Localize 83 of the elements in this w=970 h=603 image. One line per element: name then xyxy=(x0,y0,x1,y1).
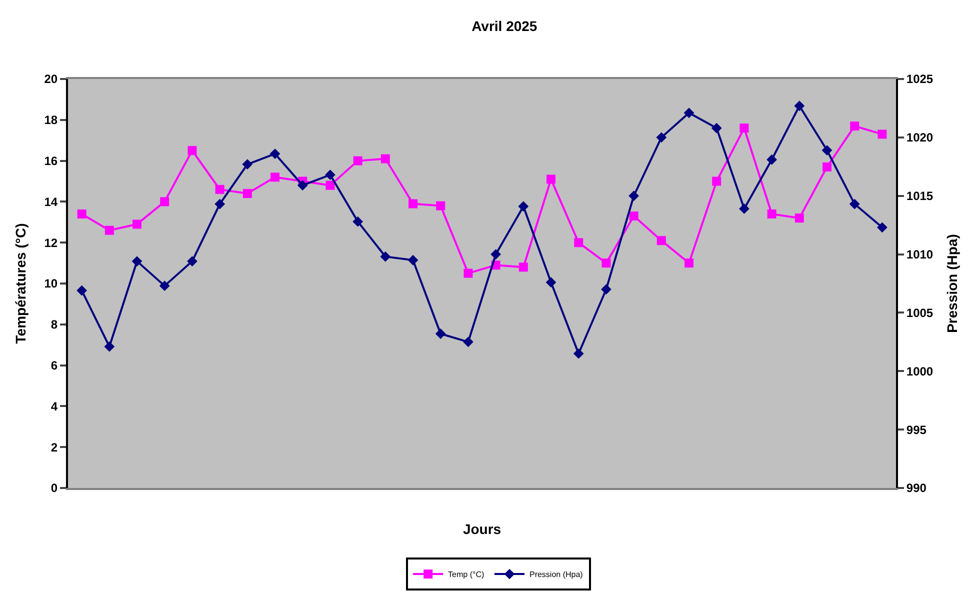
y2-tick-label: 995 xyxy=(906,422,927,437)
point xyxy=(132,256,142,266)
point xyxy=(518,262,528,272)
point xyxy=(270,148,280,159)
point xyxy=(104,226,114,235)
point xyxy=(602,258,611,268)
point xyxy=(215,184,224,194)
point xyxy=(380,154,390,164)
y2-tick-label: 1025 xyxy=(906,72,934,86)
point xyxy=(188,146,197,156)
point xyxy=(326,180,335,190)
point xyxy=(711,122,722,134)
point xyxy=(574,238,584,248)
point xyxy=(546,174,556,184)
point xyxy=(794,214,804,223)
point xyxy=(656,132,667,143)
point xyxy=(877,222,888,233)
y-tick-label: 6 xyxy=(50,358,58,372)
point xyxy=(436,201,446,210)
point xyxy=(518,201,529,212)
point xyxy=(573,348,584,359)
y-tick-label: 10 xyxy=(44,276,58,291)
y2-tick-label: 1005 xyxy=(906,306,934,320)
y2-tick-label: 1015 xyxy=(906,189,934,204)
point xyxy=(464,268,473,278)
point xyxy=(712,176,722,186)
point xyxy=(850,122,860,131)
point xyxy=(242,159,253,170)
y-tick-label: 20 xyxy=(44,72,58,86)
chart-title: Avril 2025 xyxy=(472,18,538,34)
point xyxy=(435,328,446,339)
y-tick-label: 2 xyxy=(50,440,58,454)
point xyxy=(380,251,391,262)
point xyxy=(878,130,887,139)
point xyxy=(629,212,638,221)
point xyxy=(77,209,86,218)
y2-tick-label: 1020 xyxy=(906,130,934,145)
point xyxy=(242,189,252,198)
point xyxy=(656,236,666,246)
y-tick-label: 0 xyxy=(50,481,58,496)
y2-tick-label: 1000 xyxy=(906,364,934,378)
point xyxy=(132,220,142,229)
point xyxy=(160,197,170,206)
x-axis-title: Jours xyxy=(462,520,502,537)
point xyxy=(187,256,198,266)
point xyxy=(104,341,115,352)
point xyxy=(684,108,694,118)
point xyxy=(628,190,639,202)
point xyxy=(270,172,280,182)
point xyxy=(353,156,362,166)
point xyxy=(601,284,612,295)
y2-axis-title: Pression (Hpa) xyxy=(944,234,960,333)
legend-label: Pression (Hpa) xyxy=(529,570,584,580)
point xyxy=(766,154,777,165)
point xyxy=(325,170,336,180)
point xyxy=(159,280,170,292)
point xyxy=(767,209,776,218)
point xyxy=(76,285,87,296)
point xyxy=(684,258,694,268)
point xyxy=(408,199,418,208)
point xyxy=(546,277,556,288)
point xyxy=(794,100,805,112)
y-axis-title: Températures (°C) xyxy=(12,223,28,344)
y-tick-label: 16 xyxy=(44,154,58,168)
point xyxy=(822,162,832,172)
point xyxy=(214,198,225,210)
point xyxy=(822,145,832,156)
y-tick-label: 4 xyxy=(50,399,58,414)
y-tick-label: 12 xyxy=(44,236,58,250)
y-tick-label: 8 xyxy=(50,318,58,332)
point xyxy=(463,336,474,348)
y2-tick-label: 990 xyxy=(906,481,927,496)
point xyxy=(490,249,501,260)
y2-tick-label: 1010 xyxy=(906,247,934,262)
point xyxy=(739,204,750,214)
point xyxy=(352,216,363,227)
y-tick-label: 18 xyxy=(44,113,58,128)
y-tick-label: 14 xyxy=(44,194,58,209)
point xyxy=(408,254,418,266)
point xyxy=(740,124,749,133)
point xyxy=(297,180,308,191)
legend-label: Temp (°C) xyxy=(448,570,484,580)
point xyxy=(849,198,860,210)
